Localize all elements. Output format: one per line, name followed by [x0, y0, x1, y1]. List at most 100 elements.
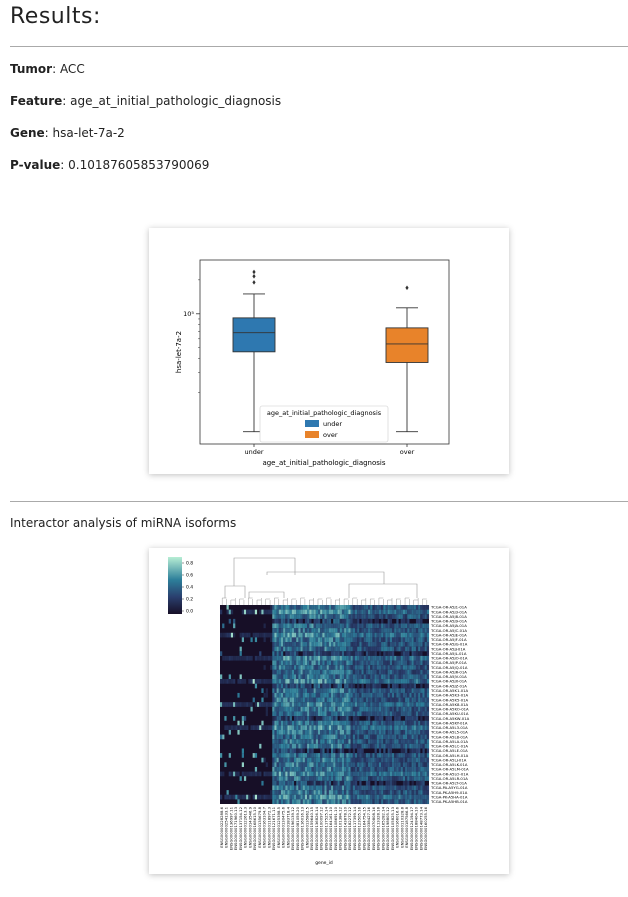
- heatmap-cell: [402, 623, 406, 629]
- heatmap-cell: [357, 665, 360, 670]
- heatmap-cell: [276, 785, 279, 791]
- heatmap-cell: [381, 776, 384, 781]
- heatmap-cell: [307, 706, 310, 712]
- heatmap-cell: [272, 646, 275, 652]
- heatmap-cell: [350, 785, 353, 791]
- heatmap-cell: [287, 794, 290, 800]
- heatmap-cell: [272, 637, 275, 643]
- heatmap-cell: [322, 697, 325, 703]
- heatmap-cell: [365, 692, 369, 698]
- heatmap-cell: [413, 646, 416, 652]
- heatmap-cell: [272, 725, 275, 731]
- heatmap-cell: [317, 743, 321, 749]
- heatmap-row-label: TCGA-OR-A5JF-01A: [430, 637, 467, 642]
- heatmap-cell: [317, 776, 321, 781]
- heatmap-cell: [361, 748, 364, 754]
- heatmap-cell: [300, 618, 303, 624]
- heatmap-cell: [294, 660, 297, 666]
- heatmap-cell: [315, 757, 319, 763]
- heatmap-cell: [339, 776, 342, 781]
- heatmap-col-label: ENSG00000123505.16: [357, 806, 362, 850]
- heatmap-cell: [400, 771, 403, 777]
- heatmap-cell: [376, 706, 379, 712]
- heatmap-cell: [331, 753, 334, 758]
- heatmap-cell: [348, 688, 351, 693]
- heatmap-cell: [389, 702, 393, 707]
- heatmap-cell: [346, 679, 349, 684]
- heatmap-cell: [389, 646, 393, 652]
- heatmap-cell: [383, 785, 386, 791]
- heatmap-cell: [322, 780, 325, 786]
- heatmap-cell: [339, 623, 342, 629]
- heatmap-cell: [389, 651, 393, 656]
- heatmap-cell: [291, 623, 295, 629]
- heatmap-row-label: TCGA-OR-A5JA-01A: [430, 623, 467, 628]
- heatmap-cell: [333, 628, 336, 633]
- heatmap-cell: [368, 660, 371, 666]
- heatmap-cell: [333, 618, 336, 624]
- heatmap-cell: [372, 757, 375, 763]
- heatmap-cell: [398, 702, 401, 707]
- heatmap-cell: [411, 679, 414, 684]
- heatmap-cell: [348, 614, 351, 619]
- heatmap-cell: [339, 660, 342, 666]
- heatmap-cell: [320, 674, 323, 680]
- heatmap-cell: [387, 669, 390, 675]
- heatmap-cell: [276, 637, 279, 643]
- heatmap-cell: [331, 614, 334, 619]
- heatmap-cell: [233, 618, 236, 624]
- heatmap-cell: [280, 757, 284, 763]
- heatmap-cell: [387, 628, 390, 633]
- heatmap-cell: [241, 748, 244, 754]
- heatmap-cell: [285, 771, 288, 777]
- heatmap-cell: [270, 794, 273, 800]
- heatmap-cell: [287, 734, 290, 740]
- heatmap-cell: [315, 683, 319, 689]
- heatmap-cell: [418, 665, 421, 670]
- heatmap-cell: [296, 776, 299, 781]
- heatmap-cell: [331, 632, 334, 638]
- heatmap-cell: [363, 665, 366, 670]
- heatmap-cell: [365, 720, 369, 726]
- heatmap-col-label: ENSG00000137154.12: [238, 806, 243, 850]
- heatmap-cell: [420, 757, 423, 763]
- heatmap-cell: [348, 720, 351, 726]
- heatmap-cell: [263, 623, 266, 629]
- heatmap-cell: [337, 776, 340, 781]
- heatmap-cell: [278, 669, 282, 675]
- heatmap-cell: [309, 799, 312, 805]
- heatmap-cell: [298, 743, 301, 749]
- heatmap-cell: [374, 651, 377, 656]
- heatmap-cell: [363, 706, 366, 712]
- heatmap-cell: [311, 614, 314, 619]
- heatmap-cell: [381, 692, 384, 698]
- heatmap-cell: [368, 766, 371, 772]
- heatmap-cell: [294, 618, 297, 624]
- heatmap-cell: [324, 679, 327, 684]
- heatmap-cell: [289, 688, 292, 693]
- heatmap-cell: [394, 674, 397, 680]
- heatmap-cell: [326, 692, 329, 698]
- heatmap-cell: [335, 618, 338, 624]
- heatmap-cell: [304, 683, 308, 689]
- heatmap-cell: [272, 679, 275, 684]
- heatmap-cell: [307, 739, 310, 744]
- heatmap-cell: [363, 711, 366, 717]
- heatmap-cell: [331, 757, 334, 763]
- heatmap-cell: [361, 623, 364, 629]
- heatmap-cell: [265, 609, 268, 615]
- heatmap-row-label: TCGA-OR-A5LH-01A: [430, 753, 469, 758]
- heatmap-cell: [346, 628, 349, 633]
- heatmap-cell: [420, 790, 423, 795]
- heatmap-cell: [368, 753, 371, 758]
- heatmap-cell: [400, 665, 403, 670]
- heatmap-cell: [402, 697, 406, 703]
- heatmap-cell: [230, 655, 234, 661]
- heatmap-cell: [291, 734, 295, 740]
- heatmap-cell: [304, 688, 308, 693]
- heatmap-cell: [350, 628, 353, 633]
- heatmap-cell: [320, 628, 323, 633]
- heatmap-cell: [352, 637, 356, 643]
- heatmap-row-label: TCGA-OR-A5JQ-01A: [430, 665, 468, 670]
- heatmap-cell: [370, 785, 373, 791]
